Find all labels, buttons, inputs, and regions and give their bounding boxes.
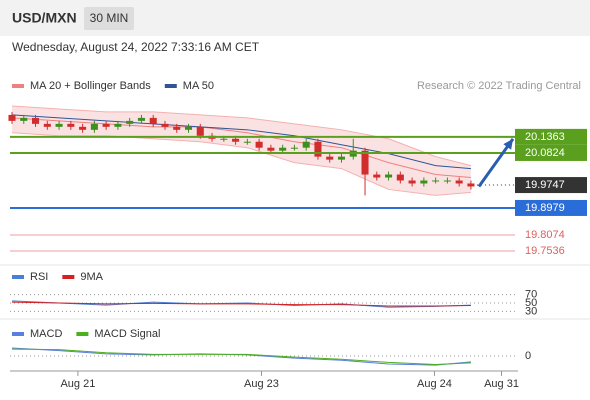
indicator-line <box>11 348 471 366</box>
candle-body <box>326 156 334 160</box>
candle-body <box>455 180 463 184</box>
y-tick-label: 30 <box>525 305 537 317</box>
candle-body <box>220 138 228 140</box>
legend-label: MA 20 + Bollinger Bands <box>30 80 151 92</box>
interval-box[interactable] <box>84 7 134 30</box>
forecast-arrowhead <box>503 138 513 150</box>
candle-body <box>102 123 110 127</box>
bollinger-fill <box>12 105 471 196</box>
legend-label: MACD <box>30 328 62 340</box>
candle-body <box>161 123 169 127</box>
candle-body <box>196 126 204 136</box>
x-tick-label: Aug 31 <box>484 378 519 390</box>
legend-label: MA 50 <box>183 80 214 92</box>
candle-body <box>396 174 404 181</box>
candle-body <box>467 183 475 187</box>
candle-body <box>337 156 346 160</box>
level-label: 19.9747 <box>525 179 565 191</box>
ma-line <box>11 117 471 179</box>
x-tick-label: Aug 24 <box>417 378 452 390</box>
candle-body <box>184 126 193 130</box>
candle-body <box>67 123 75 127</box>
legend-label: MACD Signal <box>94 328 160 340</box>
legend-swatch <box>12 275 24 279</box>
ma-line <box>11 114 471 170</box>
bollinger-upper <box>11 105 472 167</box>
candle-body <box>279 147 287 151</box>
level-label: 19.8074 <box>525 229 565 241</box>
level-label: 20.0824 <box>525 147 565 159</box>
candle-body <box>432 180 440 182</box>
legend-swatch <box>12 84 24 88</box>
y-tick-label: 0 <box>525 350 531 362</box>
candle-body <box>43 123 51 127</box>
symbol: USD/MXN <box>12 10 77 26</box>
candle-body <box>290 147 298 149</box>
candle-body <box>173 126 181 130</box>
x-tick-label: Aug 21 <box>60 378 95 390</box>
candle-body <box>126 120 134 124</box>
candle-body <box>314 141 322 157</box>
candle-body <box>255 141 263 148</box>
level-label: 19.7536 <box>525 245 565 257</box>
candle-body <box>8 114 16 121</box>
candle-body <box>373 174 381 178</box>
level-label: 19.8979 <box>525 202 565 214</box>
level-label: 20.1363 <box>525 131 565 143</box>
candle-body <box>408 180 416 184</box>
candle-body <box>32 117 40 124</box>
legend-swatch <box>76 332 89 336</box>
candle-body <box>55 123 63 127</box>
candle-body <box>149 117 157 124</box>
candle-body <box>20 117 28 121</box>
legend-swatch <box>62 275 75 279</box>
candle-body <box>232 138 240 142</box>
legend-label: 9MA <box>80 271 103 283</box>
indicator-line <box>11 301 471 307</box>
candle-body <box>443 180 451 182</box>
candle-body <box>267 147 275 151</box>
timestamp: Wednesday, August 24, 2022 7:33:16 AM CE… <box>12 40 260 54</box>
bollinger-lower <box>11 132 471 196</box>
legend-swatch <box>12 332 24 336</box>
candle-body <box>90 123 98 130</box>
candle-body <box>361 150 369 175</box>
level-box <box>515 128 587 145</box>
level-box <box>515 199 587 216</box>
candle-body <box>79 126 87 130</box>
y-tick-label: 70 <box>525 289 537 301</box>
candle-body <box>137 117 145 121</box>
y-tick-label: 50 <box>525 297 537 309</box>
indicator-line <box>11 300 471 308</box>
interval[interactable]: 30 MIN <box>90 11 129 25</box>
legend-swatch <box>164 84 177 88</box>
legend-label: RSI <box>30 271 48 283</box>
level-box <box>515 144 587 161</box>
credit: Research © 2022 Trading Central <box>417 80 581 92</box>
candle-body <box>420 180 428 184</box>
level-box <box>515 177 587 194</box>
candle-body <box>114 123 122 127</box>
candle-body <box>385 174 393 178</box>
candle-body <box>302 141 310 148</box>
candle-body <box>243 141 251 143</box>
indicator-line <box>11 347 471 366</box>
x-tick-label: Aug 23 <box>244 378 279 390</box>
